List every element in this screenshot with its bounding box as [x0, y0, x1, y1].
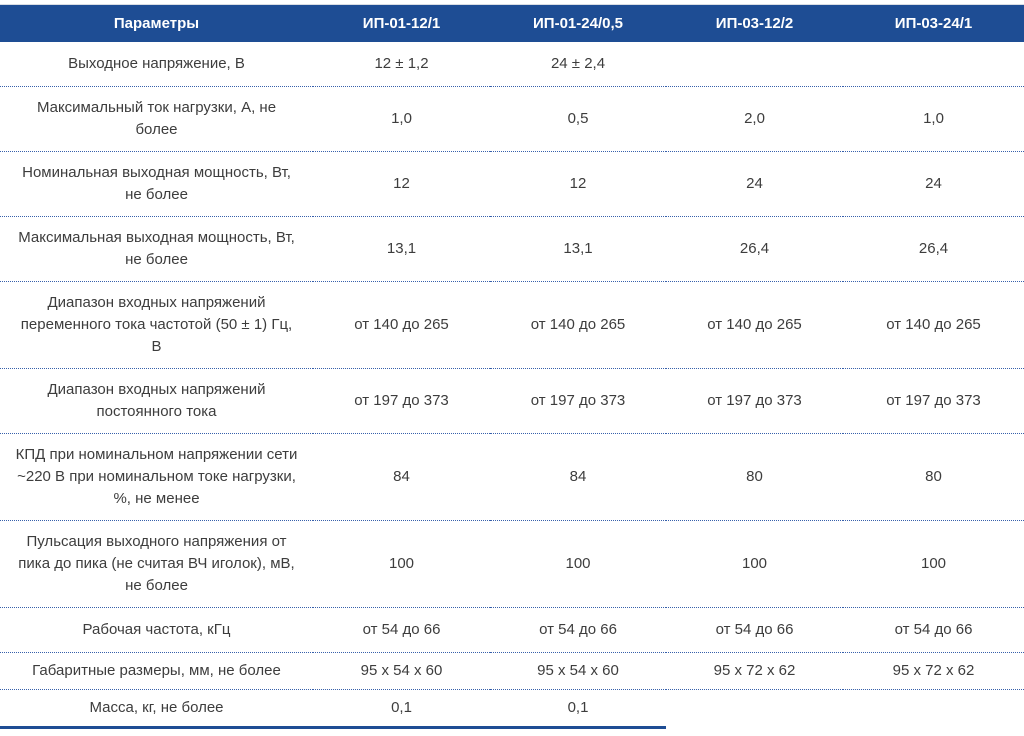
column-header-ip-01-24-05: ИП-01-24/0,5 — [490, 4, 666, 42]
param-value: 13,1 — [313, 216, 490, 282]
table-row-efficiency: КПД при номинальном напряжении сети ~220… — [0, 433, 1024, 521]
specs-table: Параметры ИП-01-12/1 ИП-01-24/0,5 ИП-03-… — [0, 4, 1024, 729]
param-label: Номинальная выходная мощность, Вт, не бо… — [0, 151, 313, 217]
param-value: 95 х 54 х 60 — [313, 652, 490, 690]
column-header-ip-03-24-1: ИП-03-24/1 — [843, 4, 1024, 42]
param-label: КПД при номинальном напряжении сети ~220… — [0, 433, 313, 521]
param-value: от 54 до 66 — [843, 607, 1024, 653]
table-row-max-output-power: Максимальная выходная мощность, Вт, не б… — [0, 216, 1024, 282]
param-value: от 197 до 373 — [843, 368, 1024, 434]
param-label: Максимальная выходная мощность, Вт, не б… — [0, 216, 313, 282]
param-value: 80 — [666, 433, 843, 521]
param-value: 80 — [843, 433, 1024, 521]
table-row-dimensions: Габаритные размеры, мм, не более 95 х 54… — [0, 652, 1024, 690]
table-row-nominal-output-power: Номинальная выходная мощность, Вт, не бо… — [0, 151, 1024, 217]
param-value: 26,4 — [843, 216, 1024, 282]
param-value: от 140 до 265 — [843, 281, 1024, 369]
param-value: 84 — [313, 433, 490, 521]
param-label: Диапазон входных напряжений постоянного … — [0, 368, 313, 434]
param-value: от 197 до 373 — [313, 368, 490, 434]
param-value: 0,5 — [490, 86, 666, 152]
param-value: 0,1 — [313, 689, 490, 729]
param-value: 1,0 — [843, 86, 1024, 152]
param-value: 95 х 54 х 60 — [490, 652, 666, 690]
param-value: 12 ± 1,2 — [313, 41, 490, 87]
table-row-ripple: Пульсация выходного напряжения от пика д… — [0, 520, 1024, 608]
param-value — [843, 689, 1024, 727]
param-label: Рабочая частота, кГц — [0, 607, 313, 653]
param-value: 100 — [490, 520, 666, 608]
param-label: Максимальный ток нагрузки, А, не более — [0, 86, 313, 152]
param-label: Масса, кг, не более — [0, 689, 313, 729]
table-row-output-voltage: Выходное напряжение, В 12 ± 1,2 24 ± 2,4 — [0, 41, 1024, 87]
table-row-operating-frequency: Рабочая частота, кГц от 54 до 66 от 54 д… — [0, 607, 1024, 653]
table-row-mass: Масса, кг, не более 0,1 0,1 — [0, 689, 1024, 729]
param-value: 26,4 — [666, 216, 843, 282]
column-header-ip-03-12-2: ИП-03-12/2 — [666, 4, 843, 42]
param-value — [666, 689, 843, 727]
param-value: 95 х 72 х 62 — [843, 652, 1024, 690]
param-value: 24 — [666, 151, 843, 217]
param-value: 1,0 — [313, 86, 490, 152]
param-value: 12 — [490, 151, 666, 217]
param-label: Диапазон входных напряжений переменного … — [0, 281, 313, 369]
param-value: от 197 до 373 — [666, 368, 843, 434]
param-value: от 140 до 265 — [313, 281, 490, 369]
param-value: 24 ± 2,4 — [490, 41, 666, 87]
param-value: 24 — [843, 151, 1024, 217]
param-value: 13,1 — [490, 216, 666, 282]
column-header-parameters: Параметры — [0, 4, 313, 42]
param-value: 100 — [313, 520, 490, 608]
column-header-ip-01-12-1: ИП-01-12/1 — [313, 4, 490, 42]
param-value: 95 х 72 х 62 — [666, 652, 843, 690]
param-value: 0,1 — [490, 689, 666, 729]
param-label: Габаритные размеры, мм, не более — [0, 652, 313, 690]
param-value: от 54 до 66 — [313, 607, 490, 653]
param-value: 100 — [843, 520, 1024, 608]
table-row-max-load-current: Максимальный ток нагрузки, А, не более 1… — [0, 86, 1024, 152]
param-value: от 140 до 265 — [666, 281, 843, 369]
param-label: Выходное напряжение, В — [0, 41, 313, 87]
param-value: 2,0 — [666, 86, 843, 152]
param-value: от 140 до 265 — [490, 281, 666, 369]
param-label: Пульсация выходного напряжения от пика д… — [0, 520, 313, 608]
param-value — [843, 41, 1024, 87]
param-value: от 197 до 373 — [490, 368, 666, 434]
param-value: от 54 до 66 — [666, 607, 843, 653]
param-value: 84 — [490, 433, 666, 521]
param-value — [666, 41, 843, 87]
param-value: 12 — [313, 151, 490, 217]
header-row: Параметры ИП-01-12/1 ИП-01-24/0,5 ИП-03-… — [0, 4, 1024, 42]
table-row-dc-input-range: Диапазон входных напряжений постоянного … — [0, 368, 1024, 434]
param-value: 100 — [666, 520, 843, 608]
table-row-ac-input-range: Диапазон входных напряжений переменного … — [0, 281, 1024, 369]
param-value: от 54 до 66 — [490, 607, 666, 653]
